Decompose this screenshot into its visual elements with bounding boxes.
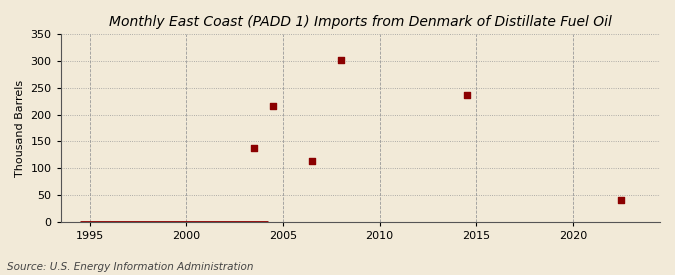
Text: Source: U.S. Energy Information Administration: Source: U.S. Energy Information Administ… (7, 262, 253, 272)
Point (335, 58, 346, 62)
Title: Monthly East Coast (PADD 1) Imports from Denmark of Distillate Fuel Oil: Monthly East Coast (PADD 1) Imports from… (109, 15, 612, 29)
Point (616, 197, 626, 202)
Point (248, 146, 259, 150)
Y-axis label: Thousand Barrels: Thousand Barrels (15, 79, 25, 177)
Point (306, 159, 317, 163)
Point (268, 103, 279, 108)
Point (461, 93, 472, 98)
